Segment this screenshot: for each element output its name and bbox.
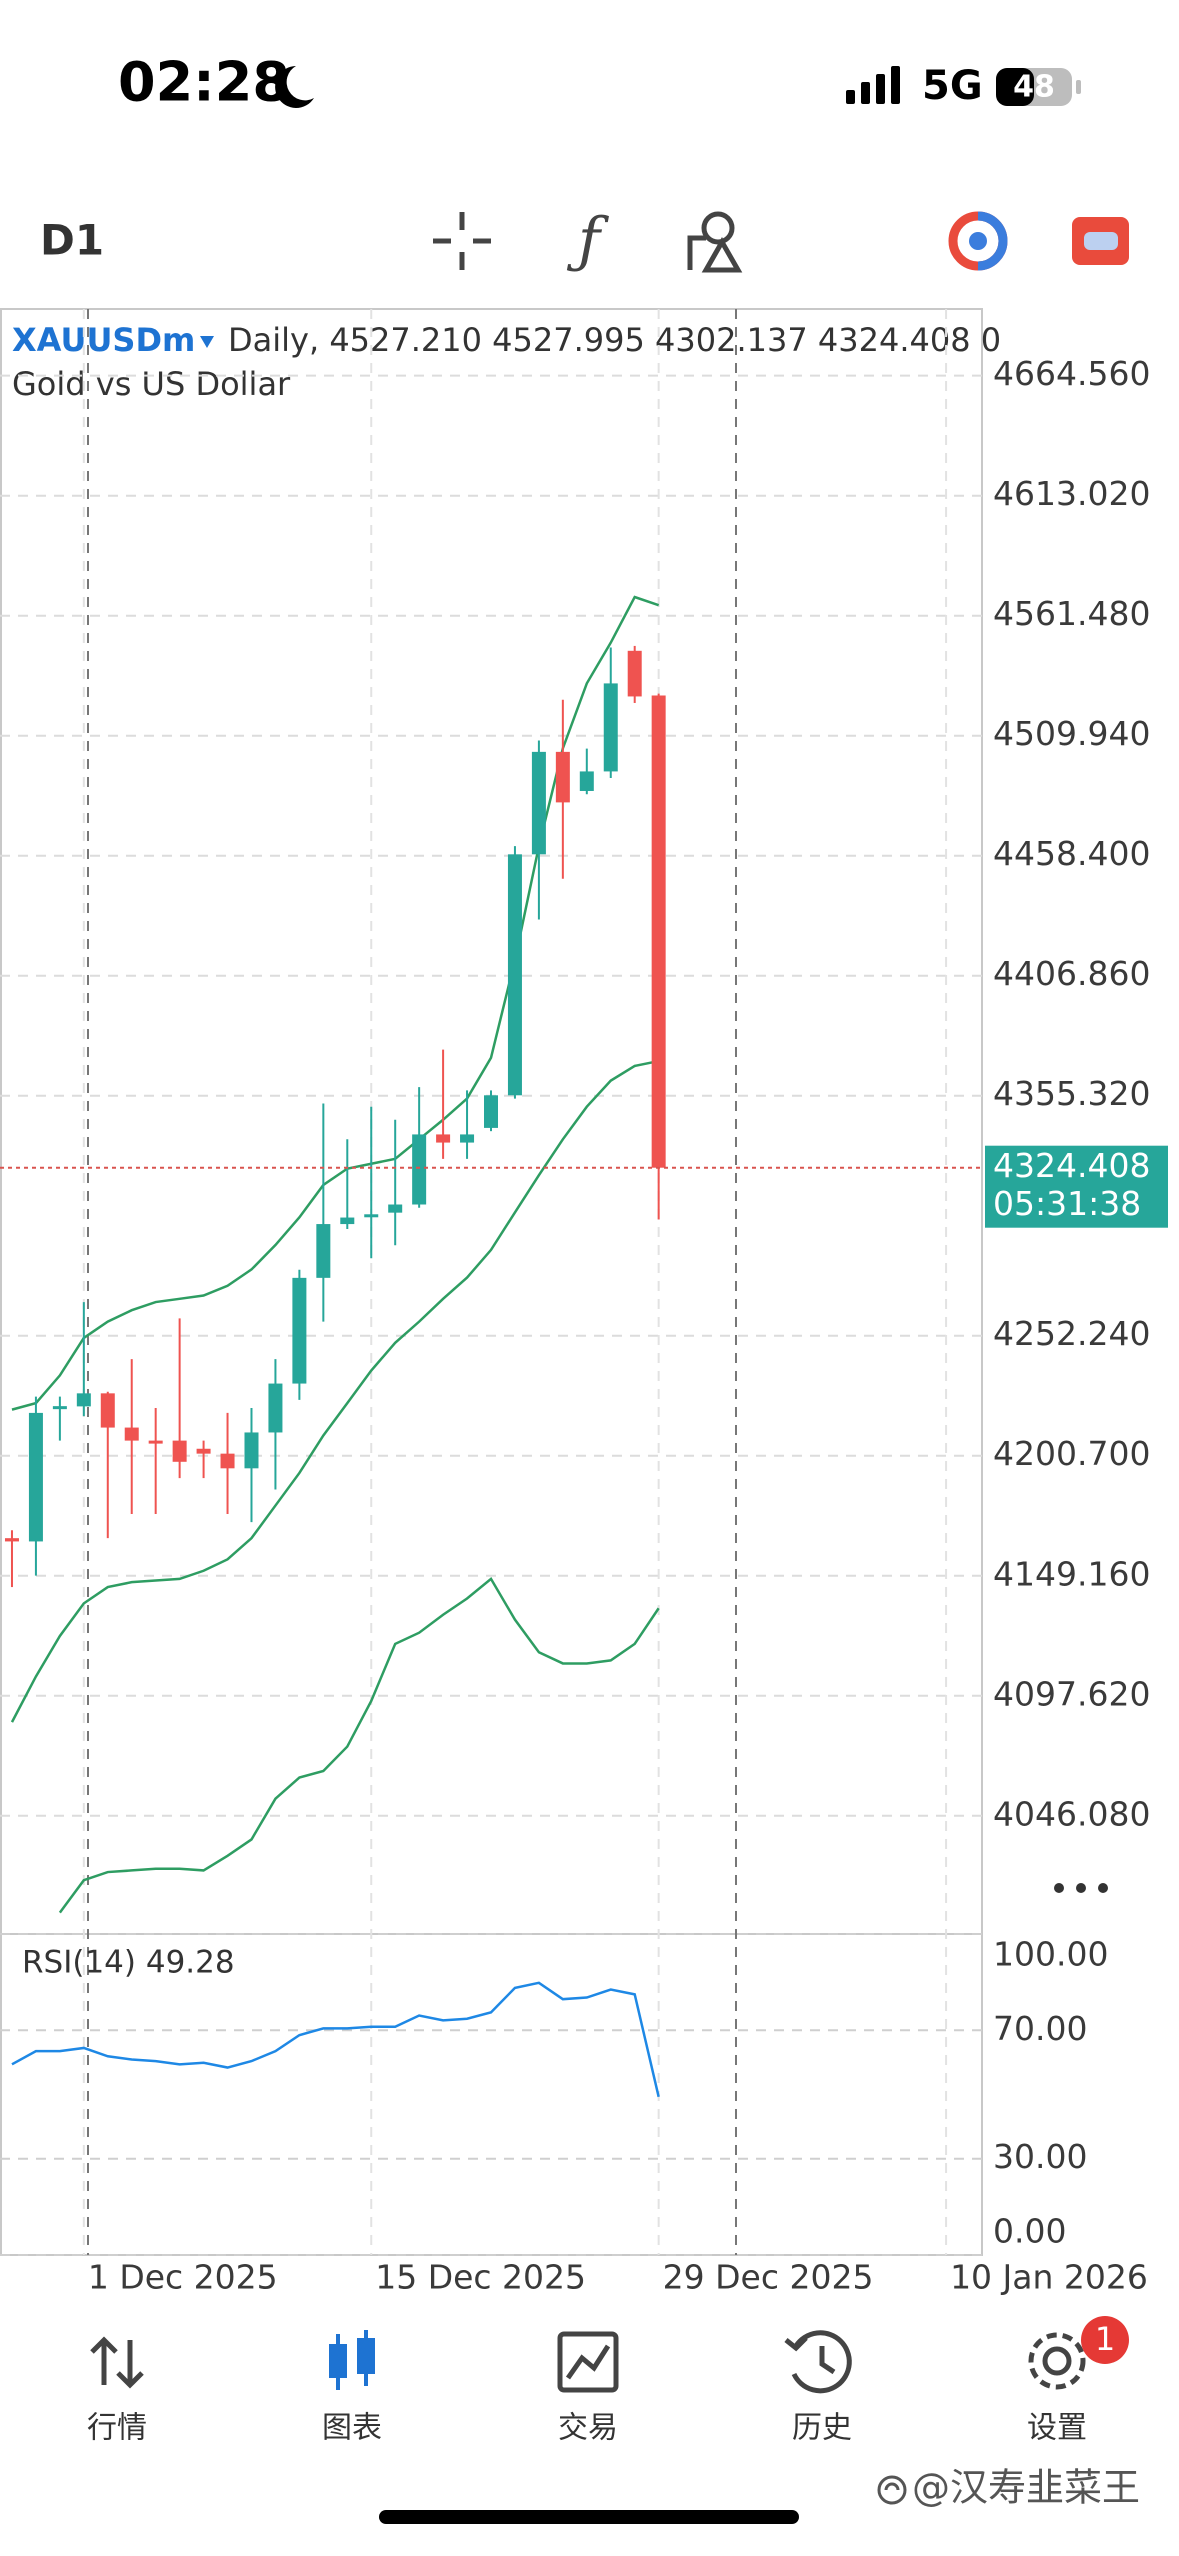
watermark: @汉寿韭菜王 xyxy=(912,2466,1140,2510)
candle-body xyxy=(507,854,522,1096)
rsi-title: RSI(14) 49.28 xyxy=(22,1945,235,1981)
candle-body xyxy=(172,1440,187,1462)
network-label: 5G xyxy=(922,63,983,109)
more-menu[interactable] xyxy=(1054,1883,1108,1893)
candle-body xyxy=(292,1277,307,1384)
candle-body xyxy=(627,650,642,697)
price-tick-label: 4252.240 xyxy=(993,1314,1150,1353)
crosshair-tool[interactable] xyxy=(433,212,491,270)
candle-body xyxy=(484,1095,498,1128)
status-time: 02:28 xyxy=(118,51,290,114)
quotes-icon[interactable] xyxy=(90,2336,144,2389)
candle-body xyxy=(651,695,666,1168)
candle-body xyxy=(579,771,594,791)
home-indicator xyxy=(379,2510,799,2524)
settings-icon[interactable] xyxy=(1028,2332,1086,2390)
band-upper xyxy=(11,595,660,1411)
candle-body xyxy=(388,1204,403,1213)
rsi-line xyxy=(11,1981,660,2098)
signal-icon xyxy=(846,66,900,104)
x-tick-label: 1 Dec 2025 xyxy=(88,2258,278,2297)
ohlc-info: Daily, 4527.210 4527.995 4302.137 4324.4… xyxy=(228,321,1001,359)
price-tick-label: 4046.080 xyxy=(993,1794,1150,1833)
candle-body xyxy=(436,1134,451,1143)
candle-body xyxy=(220,1453,235,1469)
price-tick-label: 4458.400 xyxy=(993,834,1150,873)
battery-icon xyxy=(996,68,1081,106)
price-tick-label: 4200.700 xyxy=(993,1434,1150,1473)
nav-label[interactable]: 交易 xyxy=(558,2411,618,2446)
candle-body xyxy=(244,1432,259,1469)
indicator-tool[interactable]: ƒ xyxy=(567,206,610,276)
band-lower xyxy=(58,1577,660,1914)
objects-tool[interactable] xyxy=(687,211,743,273)
price-tick-label: 4406.860 xyxy=(993,954,1150,993)
nav-label[interactable]: 设置 xyxy=(1027,2411,1087,2446)
price-tick-label: 4509.940 xyxy=(993,714,1150,753)
candle-body xyxy=(316,1224,331,1278)
candle-body xyxy=(531,751,546,855)
history-icon[interactable] xyxy=(784,2330,852,2394)
candle-body xyxy=(364,1214,379,1218)
symbol[interactable]: XAUUSDm xyxy=(12,321,195,359)
candle-body xyxy=(4,1538,19,1542)
price-tick-label: 4149.160 xyxy=(993,1554,1150,1593)
x-tick-label: 29 Dec 2025 xyxy=(663,2258,874,2297)
signal-tool[interactable] xyxy=(948,211,1008,271)
badge-count: 1 xyxy=(1095,2320,1115,2358)
rsi-tick-label: 0.00 xyxy=(993,2212,1066,2251)
x-tick-label: 15 Dec 2025 xyxy=(375,2258,586,2297)
last-price-box xyxy=(985,1145,1168,1228)
chart-icon[interactable] xyxy=(329,2330,375,2390)
nav-label[interactable]: 历史 xyxy=(792,2411,852,2446)
candle-body xyxy=(124,1427,139,1441)
candle-body xyxy=(460,1134,475,1143)
nav-label[interactable]: 行情 xyxy=(87,2411,147,2446)
trade-icon[interactable] xyxy=(557,2331,619,2393)
timeframe[interactable]: D1 xyxy=(40,216,104,265)
candle-body xyxy=(340,1217,355,1225)
rsi-tick-label: 70.00 xyxy=(993,2009,1087,2048)
trade-tool[interactable] xyxy=(1072,217,1129,265)
symbol-dropdown[interactable] xyxy=(200,336,214,348)
candle-body xyxy=(555,751,570,803)
candle-body xyxy=(76,1393,91,1407)
price-tick-label: 4097.620 xyxy=(993,1674,1150,1713)
nav-label[interactable]: 图表 xyxy=(322,2411,382,2446)
watermark-logo xyxy=(877,2475,907,2505)
candle-body xyxy=(412,1134,427,1205)
candle-body xyxy=(603,683,618,772)
price-tick-label: 4355.320 xyxy=(993,1074,1150,1113)
band-middle xyxy=(10,1059,659,1723)
price-tick-label: 4561.480 xyxy=(993,594,1150,633)
candle-body xyxy=(28,1412,43,1542)
price-tick-label: 4613.020 xyxy=(993,474,1150,513)
symbol-description: Gold vs US Dollar xyxy=(12,365,291,403)
last-price-label: 4324.408 xyxy=(993,1146,1150,1185)
candle-body xyxy=(268,1383,283,1433)
battery-level: 48 xyxy=(1013,70,1055,105)
candle-body xyxy=(100,1393,115,1428)
rsi-tick-label: 100.00 xyxy=(993,1935,1108,1974)
x-tick-label: 10 Jan 2026 xyxy=(950,2258,1148,2297)
candle-body xyxy=(52,1406,67,1410)
moon-icon xyxy=(275,66,314,108)
candle-body xyxy=(196,1448,211,1454)
notification-badge xyxy=(1081,2316,1129,2364)
rsi-tick-label: 30.00 xyxy=(993,2137,1087,2176)
candle-body xyxy=(148,1440,163,1444)
countdown-label: 05:31:38 xyxy=(993,1184,1141,1223)
price-tick-label: 4664.560 xyxy=(993,354,1150,393)
